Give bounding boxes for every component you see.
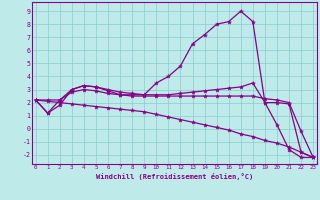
X-axis label: Windchill (Refroidissement éolien,°C): Windchill (Refroidissement éolien,°C) — [96, 173, 253, 180]
